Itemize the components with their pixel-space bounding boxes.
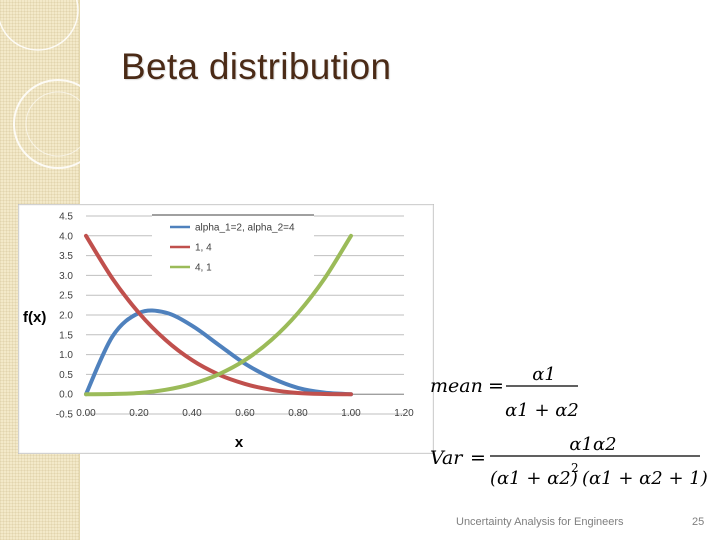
- var-lhs: Var: [430, 447, 464, 469]
- decorative-circles: [0, 0, 80, 200]
- y-tick-label: 3.5: [59, 251, 73, 262]
- y-tick-label: 0.0: [59, 390, 73, 401]
- mean-equals: =: [488, 375, 504, 397]
- y-tick-label: 4.5: [59, 212, 73, 223]
- var-equals: =: [470, 447, 486, 469]
- chart-svg: -0.5 0.0 0.5 1.0 1.5 2.0 2.5 3.0 3.5 4.0 4.5 0.00 0.…: [18, 204, 434, 454]
- footer-text: Uncertainty Analysis for Engineers: [456, 516, 624, 528]
- y-tick-label: 4.0: [59, 231, 73, 242]
- legend-label: 4, 1: [195, 263, 212, 274]
- x-tick-label: 1.20: [394, 408, 414, 419]
- mean-numerator: α1: [532, 364, 556, 385]
- y-tick-label: 1.5: [59, 330, 73, 341]
- beta-chart: -0.5 0.0 0.5 1.0 1.5 2.0 2.5 3.0 3.5 4.0 4.5 0.00 0.…: [18, 204, 434, 454]
- y-tick-label: 3.0: [59, 271, 73, 282]
- var-numerator: α1α2: [569, 434, 616, 455]
- legend-label: alpha_1=2, alpha_2=4: [195, 223, 295, 234]
- mean-lhs: mean: [430, 375, 483, 397]
- y-tick-label: -0.5: [56, 410, 74, 421]
- y-tick-label: 0.5: [59, 370, 73, 381]
- x-axis-label: x: [235, 434, 244, 451]
- slide-title: Beta distribution: [121, 46, 391, 88]
- x-tick-label: 0.60: [235, 408, 255, 419]
- formula-svg: mean = α1 α1 + α2 Var = α1α2 (α1 + α2) 2…: [428, 360, 718, 500]
- page-number: 25: [692, 516, 704, 528]
- var-denominator-1: (α1 + α2): [490, 468, 578, 489]
- y-tick-label: 2.5: [59, 291, 73, 302]
- y-axis-label: f(x): [23, 309, 46, 326]
- x-tick-label: 0.20: [129, 408, 149, 419]
- x-tick-label: 0.00: [76, 408, 96, 419]
- x-tick-label: 0.80: [288, 408, 308, 419]
- var-exponent: 2: [571, 461, 579, 475]
- legend-label: 1, 4: [195, 243, 212, 254]
- formula-block: mean = α1 α1 + α2 Var = α1α2 (α1 + α2) 2…: [428, 360, 718, 500]
- y-tick-label: 2.0: [59, 311, 73, 322]
- x-tick-label: 0.40: [182, 408, 202, 419]
- y-tick-label: 1.0: [59, 350, 73, 361]
- x-tick-label: 1.00: [341, 408, 361, 419]
- mean-denominator: α1 + α2: [505, 400, 579, 421]
- var-denominator-2: (α1 + α2 + 1): [582, 468, 708, 489]
